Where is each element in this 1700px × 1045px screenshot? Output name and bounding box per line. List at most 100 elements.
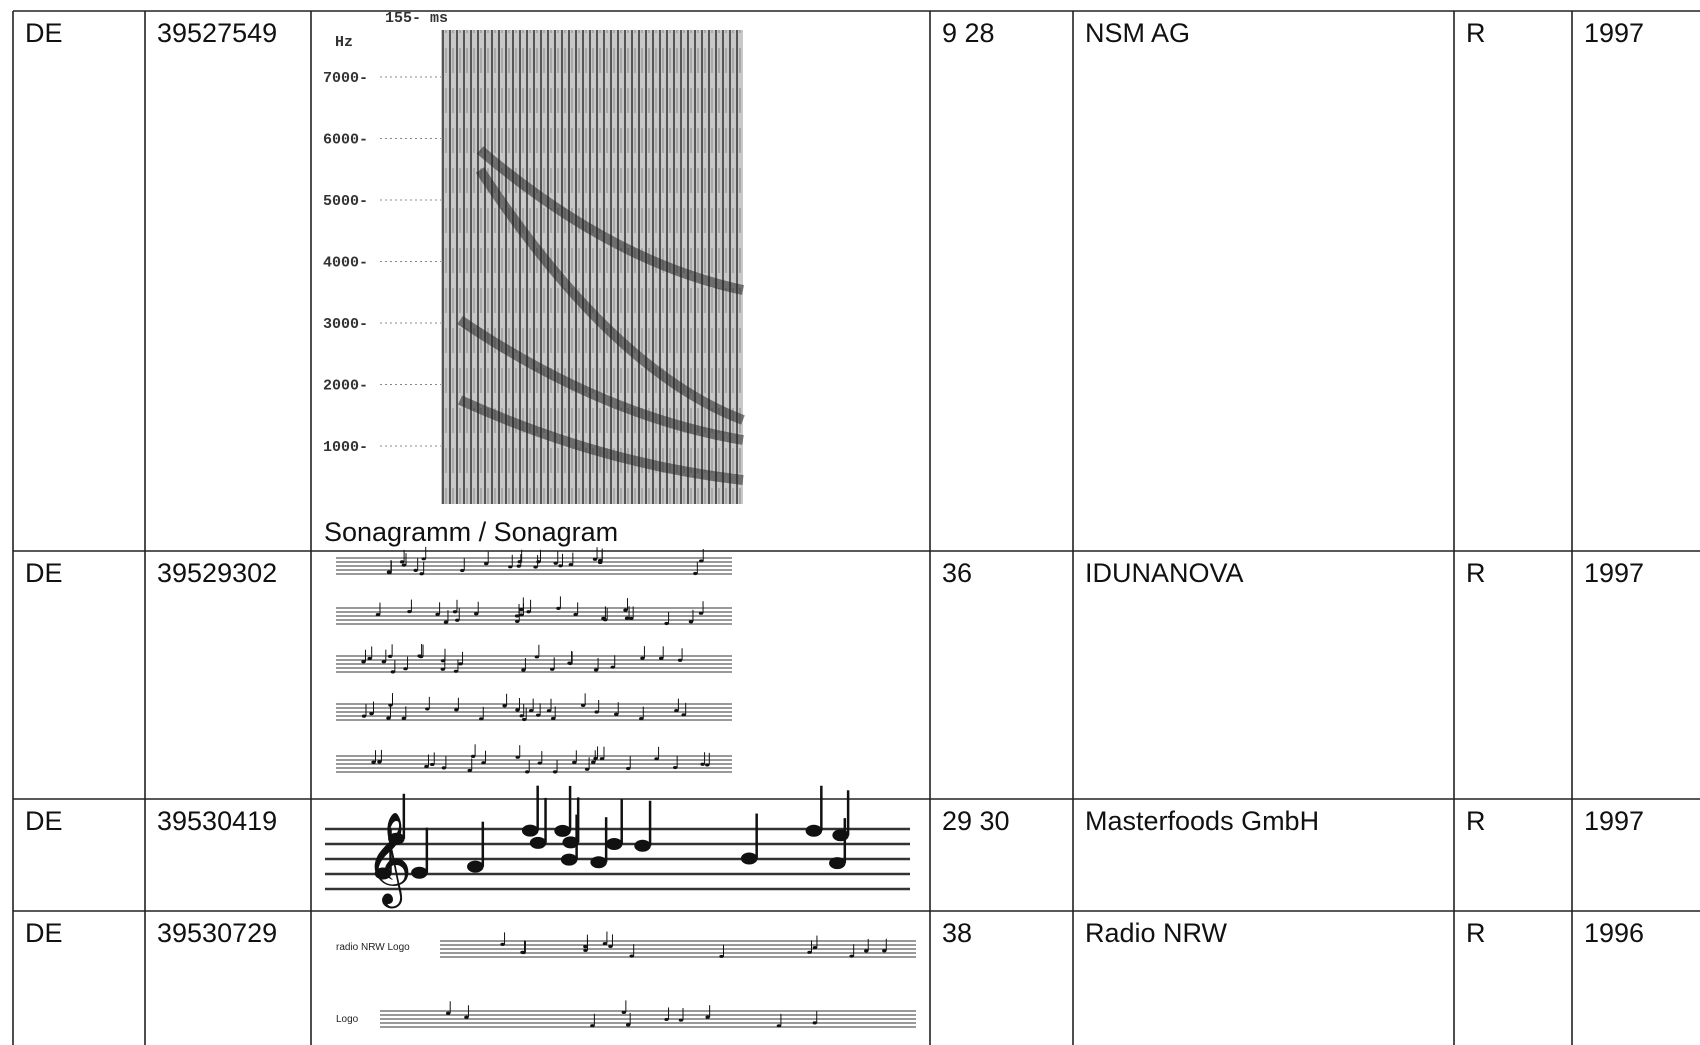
note [484, 562, 489, 566]
note [572, 760, 577, 764]
note [500, 942, 505, 946]
note [474, 612, 479, 616]
table-cell: 39529302 [157, 558, 277, 588]
note [558, 564, 563, 568]
note [440, 659, 446, 663]
note [634, 839, 651, 852]
note [654, 757, 659, 761]
note [693, 571, 698, 576]
sonagram-band [457, 315, 744, 445]
note [590, 856, 607, 869]
note [381, 660, 387, 664]
clef: 𝄞 [365, 813, 412, 908]
note [386, 716, 391, 720]
note [573, 612, 578, 617]
note [776, 1024, 782, 1028]
note [829, 857, 846, 870]
note [610, 665, 615, 669]
note [413, 568, 418, 572]
note [417, 654, 422, 658]
note [481, 761, 486, 765]
note [425, 707, 430, 711]
table-cell: 39530729 [157, 918, 277, 948]
note [528, 709, 534, 713]
note [554, 824, 571, 837]
note [584, 767, 590, 771]
note [882, 949, 887, 953]
table-cell: Radio NRW [1085, 918, 1228, 948]
note [864, 949, 869, 953]
note [805, 824, 823, 837]
sonagram-band [457, 395, 744, 485]
note [719, 954, 724, 959]
note [740, 852, 758, 865]
note [593, 668, 599, 672]
note [470, 754, 476, 758]
note [515, 708, 520, 712]
table-cell: R [1466, 806, 1486, 836]
sonagram-band [475, 167, 745, 425]
note [519, 613, 524, 617]
note [562, 836, 579, 849]
note [440, 667, 446, 671]
table-cell: R [1466, 558, 1486, 588]
note [688, 620, 694, 624]
note [602, 941, 608, 946]
note [681, 713, 686, 717]
note [458, 662, 463, 666]
note [674, 709, 679, 713]
sonagram-caption: Sonagramm / Sonagram [324, 517, 618, 547]
sonagram-unit: Hz [335, 34, 353, 51]
note [658, 656, 664, 660]
note [593, 756, 598, 761]
note [664, 1017, 669, 1022]
note [621, 1010, 627, 1014]
sonagram-tick: 5000- [323, 193, 368, 210]
sonagram-time: 155- ms [385, 10, 448, 27]
note [567, 661, 573, 666]
note [375, 612, 381, 617]
note [849, 954, 854, 958]
note [374, 867, 392, 880]
note [560, 853, 578, 866]
note [377, 760, 382, 764]
sonagram-tick: 1000- [323, 439, 368, 456]
note [411, 866, 428, 879]
note [629, 954, 634, 958]
note [479, 717, 484, 721]
note [435, 612, 440, 616]
note [608, 944, 613, 948]
note [526, 610, 531, 614]
note [514, 614, 520, 618]
note [592, 557, 598, 561]
note [597, 560, 603, 565]
note [525, 770, 530, 774]
table-cell: 1997 [1584, 558, 1644, 588]
note [419, 572, 424, 576]
sonagram-band [476, 146, 745, 295]
note [640, 656, 645, 660]
table-cell: IDUNANOVA [1085, 558, 1244, 588]
note [552, 770, 558, 774]
note [568, 562, 574, 567]
note [534, 655, 540, 659]
note [678, 1018, 684, 1022]
note [519, 607, 524, 612]
note [520, 950, 525, 954]
note [551, 716, 556, 721]
note [521, 668, 526, 672]
note [515, 755, 520, 759]
table-cell: DE [25, 558, 63, 588]
note [705, 763, 710, 767]
note [403, 667, 408, 671]
note [812, 1021, 817, 1025]
table-cell: DE [25, 918, 63, 948]
note [460, 568, 465, 573]
note [533, 565, 538, 569]
note [369, 712, 374, 716]
note [407, 609, 412, 614]
note [537, 761, 542, 765]
note [388, 703, 393, 707]
note [639, 717, 644, 721]
table-cell: DE [25, 18, 63, 48]
